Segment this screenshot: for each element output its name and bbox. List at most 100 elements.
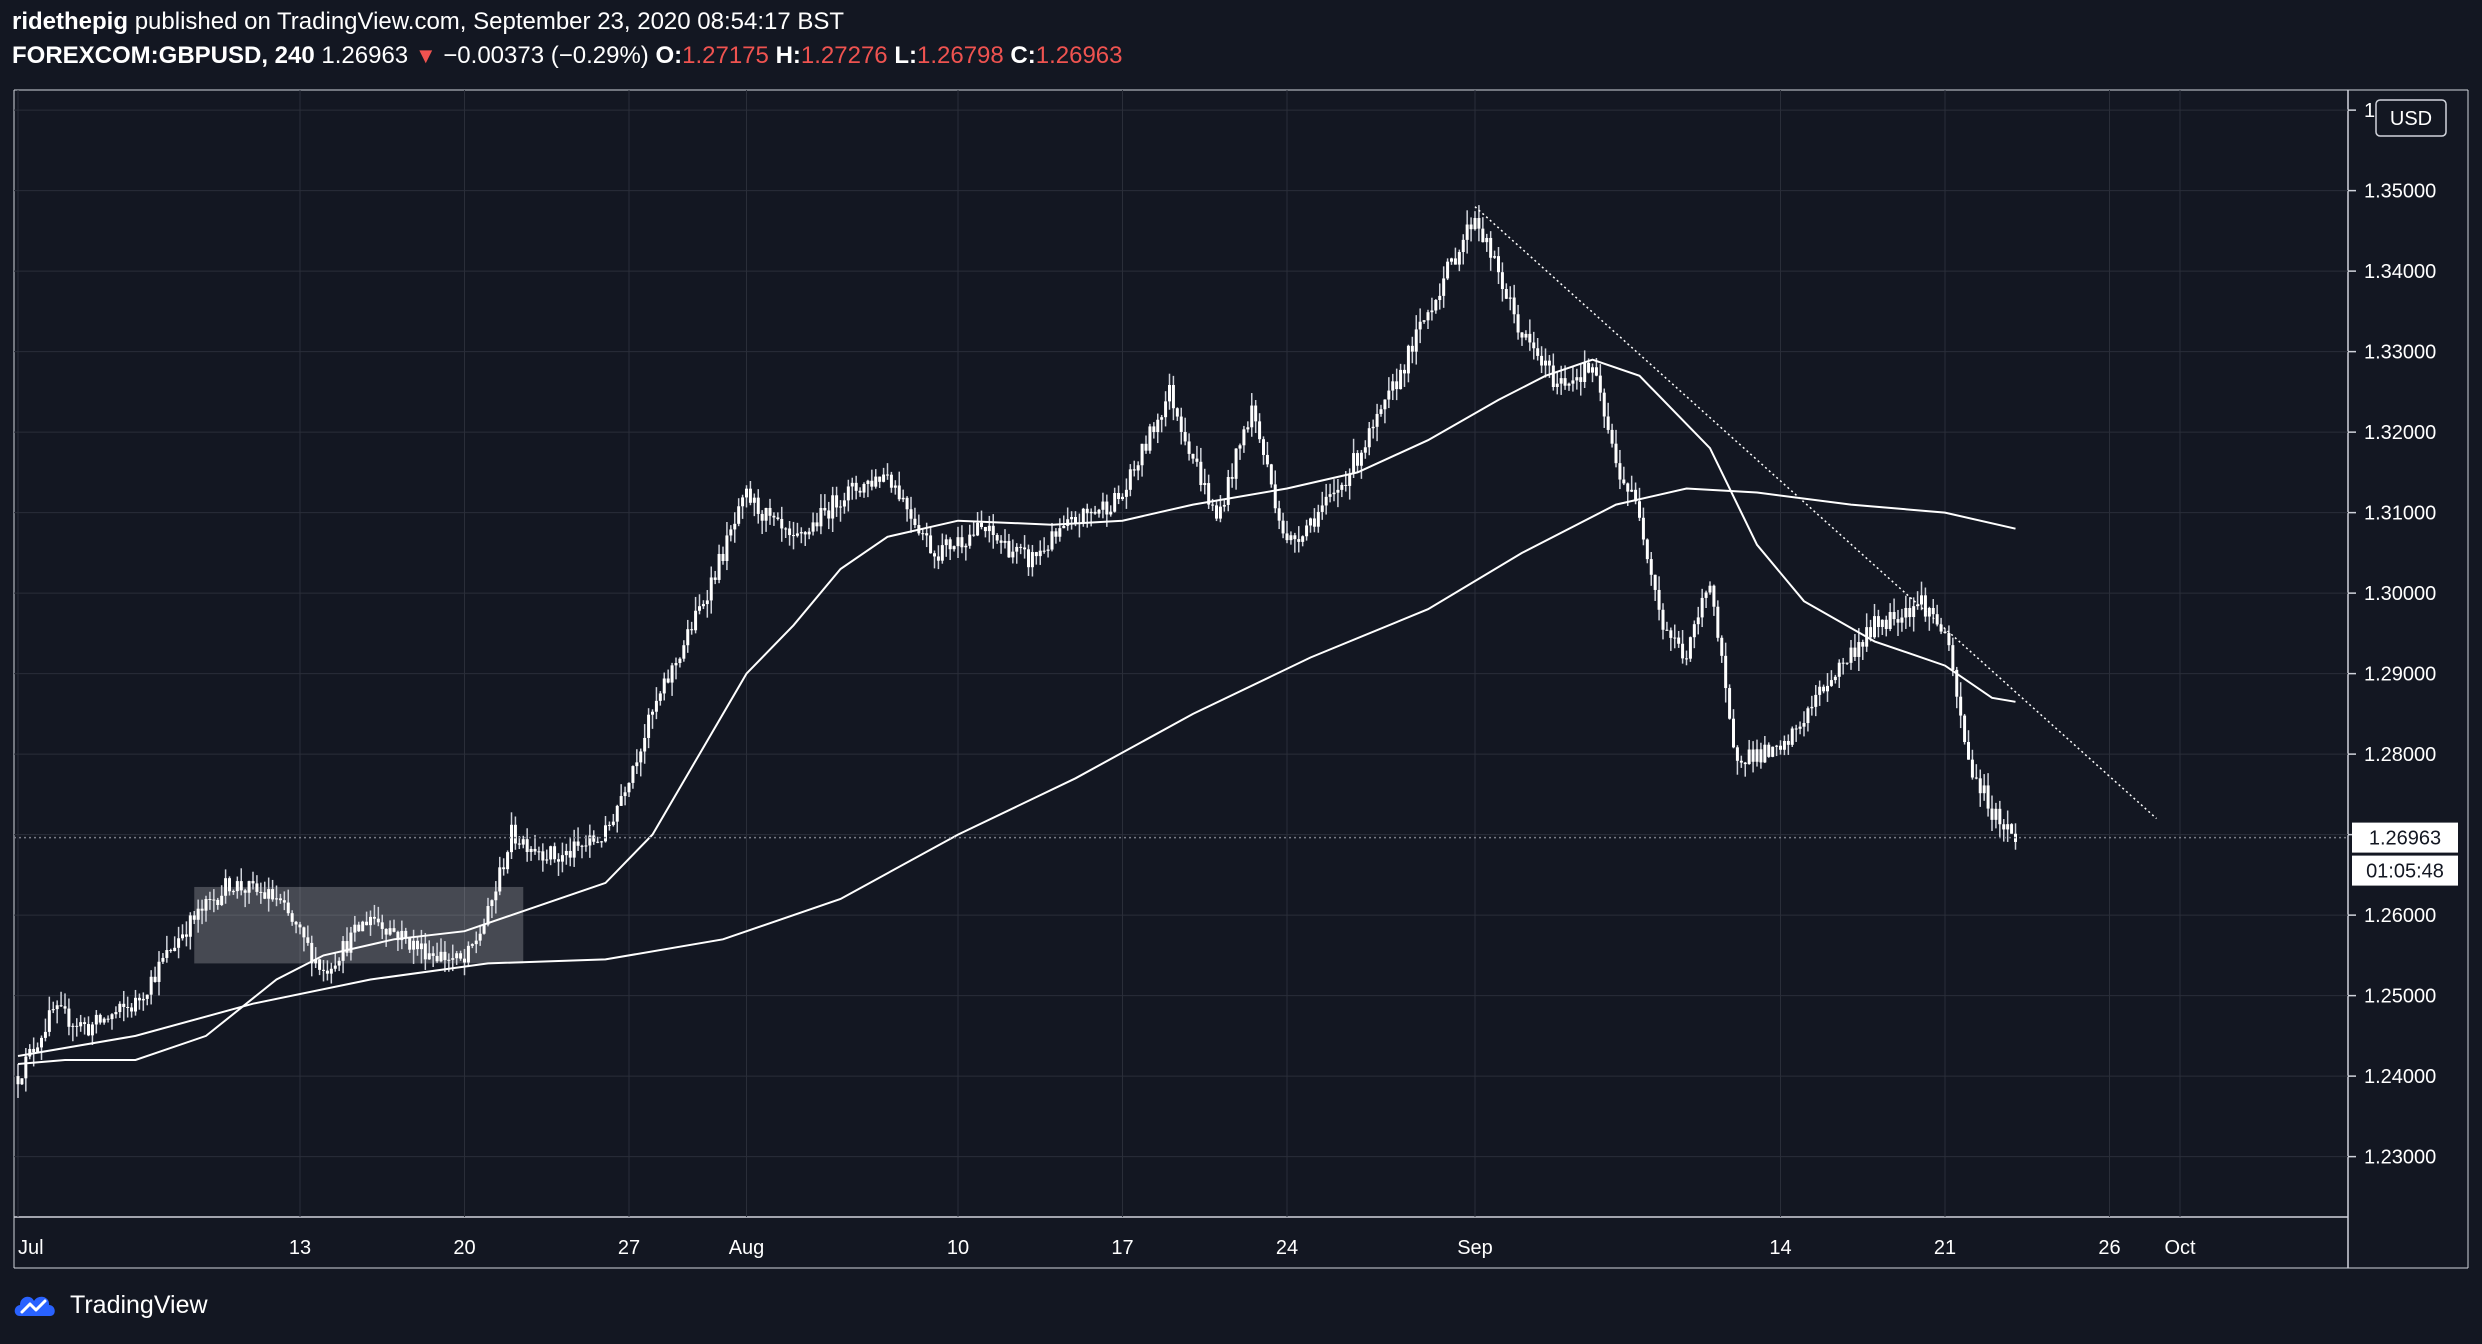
open-label: O: xyxy=(655,42,683,69)
candle-body xyxy=(1289,535,1293,541)
currency-badge-bg xyxy=(2375,99,2447,137)
candle-body xyxy=(1516,314,1520,333)
candle-body xyxy=(263,892,267,899)
candle-body xyxy=(690,629,694,631)
candle-body xyxy=(580,845,584,847)
candle-body xyxy=(1970,759,1974,778)
down-arrow-icon: ▼ xyxy=(414,43,437,68)
candle-body xyxy=(2010,824,2014,834)
candle-body xyxy=(741,497,745,507)
candle-body xyxy=(1540,355,1544,366)
candle-body xyxy=(1461,239,1465,253)
candle-body xyxy=(1681,643,1685,659)
candle-body xyxy=(905,497,909,510)
candle-body xyxy=(1598,375,1602,393)
candle-body xyxy=(995,535,999,541)
candle-body xyxy=(1489,237,1493,258)
candle-body xyxy=(846,486,850,501)
candle-body xyxy=(784,528,788,530)
candle-body xyxy=(235,881,239,892)
candle-body xyxy=(1880,619,1884,627)
candle-body xyxy=(478,933,482,941)
candle-body xyxy=(1767,744,1771,757)
candle-body xyxy=(1814,694,1818,707)
candle-body xyxy=(1003,540,1007,543)
candle-body xyxy=(1602,392,1606,417)
candle-body xyxy=(1352,453,1356,474)
candle-body xyxy=(318,959,322,970)
candle-body xyxy=(1610,429,1614,444)
candle-body xyxy=(118,1003,122,1013)
author-name[interactable]: ridethepig xyxy=(12,8,129,35)
candle-body xyxy=(1594,367,1598,376)
candle-body xyxy=(165,950,169,958)
price-axis-labels[interactable]: 1.230001.240001.250001.260001.270001.280… xyxy=(2348,100,2436,1169)
candle-body xyxy=(1728,688,1732,719)
candle-body xyxy=(1211,504,1215,506)
candle-body xyxy=(1951,645,1955,670)
candle-body xyxy=(200,908,204,911)
candle-body xyxy=(126,1006,130,1008)
candle-body xyxy=(576,841,580,846)
candle-body xyxy=(333,965,337,969)
candle-body xyxy=(1011,551,1015,558)
candle-body xyxy=(24,1056,28,1079)
candle-body xyxy=(1403,369,1406,374)
candle-body xyxy=(463,958,466,963)
candle-body xyxy=(1493,256,1497,258)
time-axis-labels[interactable]: Jul 13 20 27 Aug 10 17 24 Sep 14 21 26 Oct xyxy=(18,1237,2196,1259)
candle-body xyxy=(1724,655,1728,689)
candle-body xyxy=(1281,520,1285,534)
candle-body xyxy=(1939,624,1943,632)
candle-body xyxy=(1168,385,1171,402)
candle-body xyxy=(584,845,588,847)
candle-body xyxy=(310,942,314,964)
candle-body xyxy=(839,506,842,508)
candle-body xyxy=(983,526,987,532)
tradingview-cloud-icon xyxy=(14,1296,55,1316)
publish-date: published on TradingView.com, September … xyxy=(134,8,845,35)
symbol-label[interactable]: FOREXCOM:GBPUSD, 240 xyxy=(12,42,315,69)
candle-body xyxy=(122,1003,126,1007)
candle-body xyxy=(705,600,709,605)
candle-body xyxy=(1399,369,1403,390)
candle-body xyxy=(79,1022,83,1027)
candle-body xyxy=(1367,428,1371,448)
candle-body xyxy=(1837,662,1841,677)
candle-body xyxy=(1136,465,1140,471)
candle-body xyxy=(141,998,145,1001)
candle-body xyxy=(1081,508,1085,524)
candle-body xyxy=(380,922,384,929)
last-price-tag: 1.26963 01:05:48 xyxy=(2352,822,2458,886)
candle-body xyxy=(1332,492,1336,495)
last-price: 1.26963 xyxy=(321,42,409,69)
candle-body xyxy=(1759,749,1763,763)
tradingview-logo[interactable]: TradingView xyxy=(12,1290,208,1320)
candle-body xyxy=(1782,740,1786,750)
candle-body xyxy=(964,545,968,548)
candle-body xyxy=(878,476,882,482)
candle-body xyxy=(1473,218,1477,230)
candle-body xyxy=(897,485,901,500)
candle-body xyxy=(1101,501,1105,510)
currency-badge[interactable]: USD xyxy=(2375,99,2447,137)
candle-body xyxy=(1626,483,1630,492)
candle-body xyxy=(1896,619,1900,623)
candle-body xyxy=(71,1025,75,1027)
candle-body xyxy=(502,867,506,870)
candle-body xyxy=(944,539,948,546)
candle-body xyxy=(1536,348,1540,356)
candle-body xyxy=(611,821,615,825)
candle-body xyxy=(1959,696,1963,716)
candle-body xyxy=(604,825,607,842)
price-tick-label: 1.32000 xyxy=(2364,422,2436,444)
candle-body xyxy=(1254,405,1258,422)
candle-body xyxy=(1277,508,1281,521)
candle-body xyxy=(803,532,807,535)
candle-body xyxy=(1947,633,1951,646)
candle-body xyxy=(1876,616,1880,627)
candle-body xyxy=(592,835,596,842)
candle-body xyxy=(1888,612,1892,629)
candle-body xyxy=(1986,785,1990,809)
